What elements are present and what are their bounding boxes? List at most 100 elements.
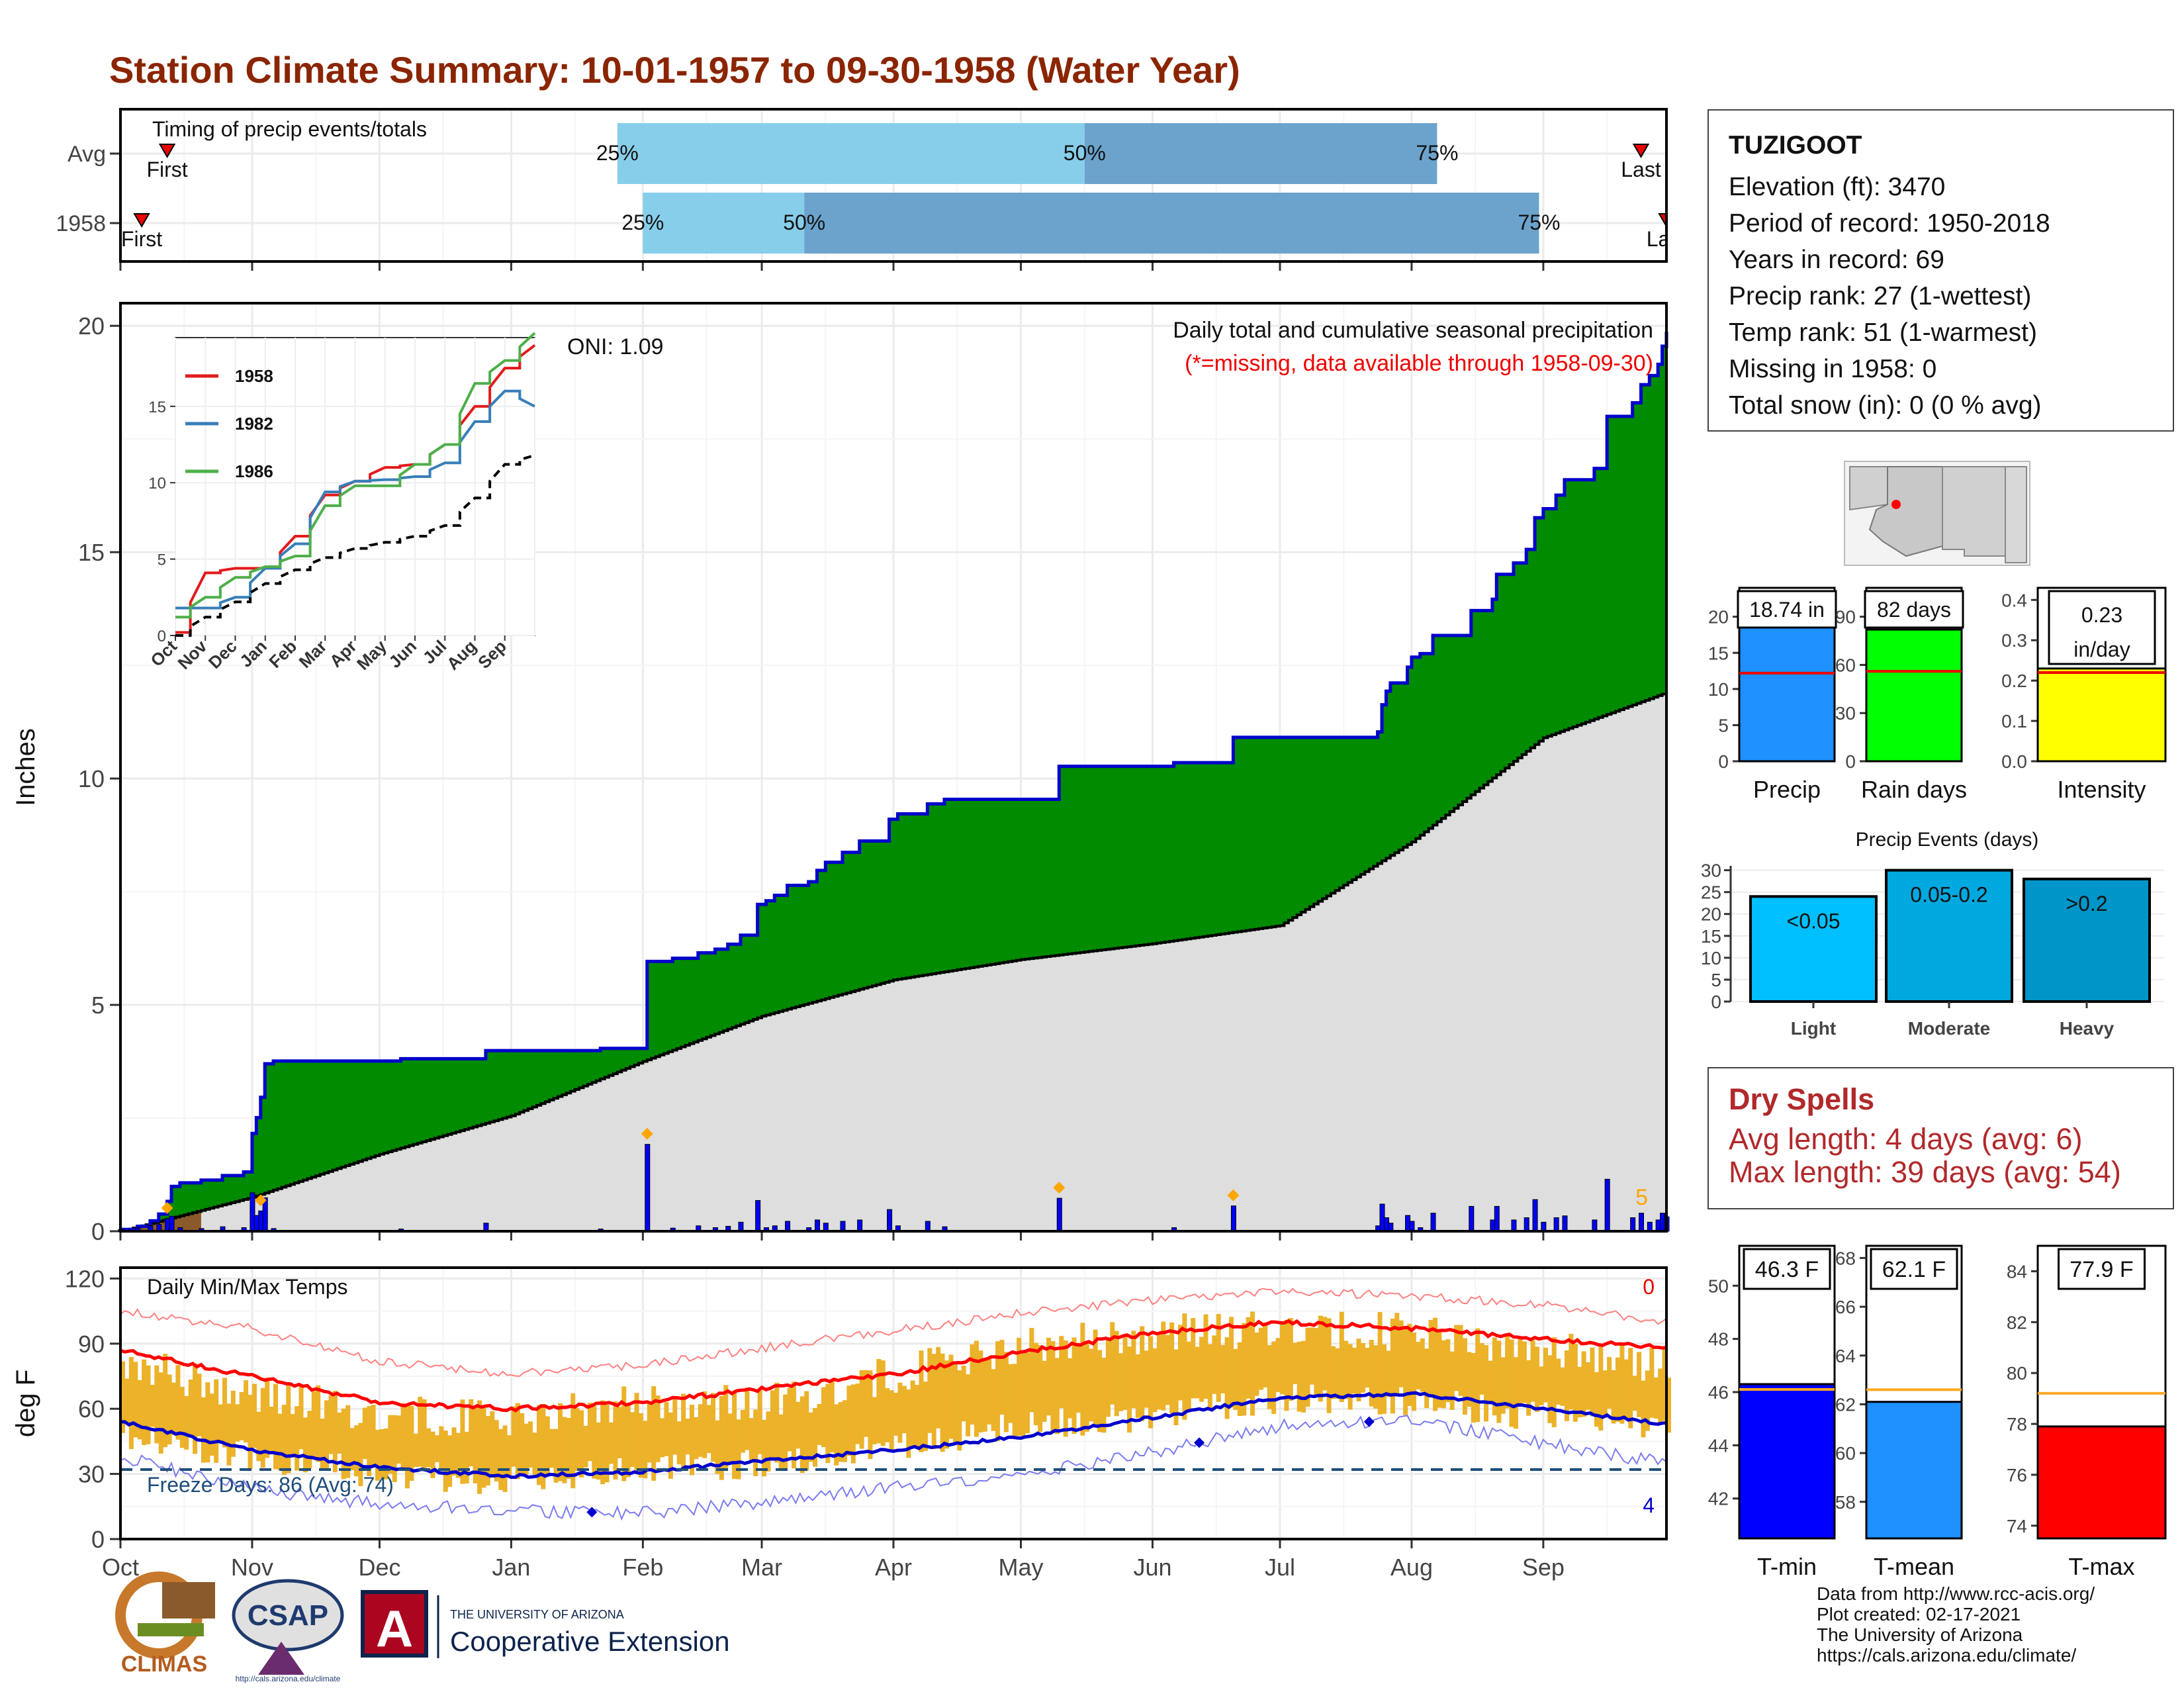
daily-temp-bar — [1301, 1340, 1306, 1413]
daily-temp-bar — [150, 1384, 155, 1427]
daily-temp-bar — [193, 1363, 198, 1454]
daily-temp-bar — [1008, 1364, 1013, 1423]
cumulative-precip-chart: 0 5 10 15 20 Inches Daily total and cumulative… — [11, 302, 1670, 1245]
daily-temp-bar — [443, 1430, 448, 1492]
daily-temp-bar — [562, 1417, 567, 1483]
daily-precip-bar — [1469, 1205, 1475, 1232]
daily-precip-bar — [1630, 1217, 1636, 1232]
daily-temp-bar — [719, 1395, 724, 1480]
daily-temp-bar — [1242, 1323, 1247, 1416]
daily-temp-bar — [655, 1395, 660, 1462]
daily-temp-bar — [923, 1382, 928, 1451]
daily-temp-bar — [133, 1362, 138, 1438]
first-event-label: First — [121, 227, 162, 251]
event-bar-label: <0.05 — [1787, 909, 1841, 933]
daily-temp-bar — [171, 1382, 177, 1436]
event-bar-label: 0.05-0.2 — [1910, 883, 1987, 907]
daily-temp-bar — [1131, 1331, 1136, 1409]
temp-y-label: deg F — [11, 1370, 40, 1437]
daily-temp-bar — [1165, 1335, 1170, 1405]
x-tick-label: Nov — [231, 1554, 273, 1581]
daily-temp-bar — [545, 1416, 550, 1477]
daily-temp-bar — [1649, 1348, 1655, 1418]
timing-row-label: 1958 — [56, 211, 106, 236]
daily-temp-bar — [1059, 1336, 1064, 1409]
event-category-label: Heavy — [2060, 1018, 2115, 1039]
daily-temp-bar — [1390, 1318, 1395, 1414]
value-label: 18.74 in — [1749, 598, 1825, 622]
daily-precip-bar — [1430, 1213, 1436, 1232]
daily-temp-bar — [1293, 1342, 1298, 1384]
daily-temp-bar — [1564, 1350, 1569, 1421]
daily-temp-bar — [1135, 1354, 1140, 1418]
x-tick-label: Jun — [1133, 1554, 1171, 1581]
value-label: 46.3 F — [1755, 1257, 1819, 1282]
daily-temp-bar — [332, 1391, 338, 1473]
y-tick-label: 5 — [91, 992, 105, 1019]
daily-temp-bar — [825, 1383, 831, 1464]
daily-precip-bar — [1524, 1217, 1529, 1232]
daily-precip-bar — [738, 1221, 744, 1232]
daily-temp-bar — [1228, 1317, 1234, 1408]
daily-temp-bar — [430, 1431, 435, 1478]
daily-temp-bar — [587, 1402, 592, 1462]
daily-temp-bar — [676, 1421, 682, 1465]
daily-temp-bar — [1411, 1332, 1416, 1411]
daily-temp-bar — [1356, 1338, 1361, 1402]
freeze-days-label: Freeze Days: 86 (Avg: 74) — [147, 1473, 394, 1497]
daily-temp-bar — [698, 1404, 703, 1457]
footer-url: https://cals.arizona.edu/climate/ — [1817, 1645, 2077, 1665]
daily-precip-bar — [1409, 1221, 1415, 1232]
daily-temp-bar — [1352, 1347, 1357, 1394]
timing-pct-label: 50% — [1064, 141, 1106, 165]
value-bar — [1738, 624, 1836, 763]
daily-temp-bar — [1021, 1351, 1026, 1438]
daily-temp-bar — [1326, 1318, 1332, 1413]
daily-temp-bar — [1449, 1351, 1455, 1410]
daily-temp-bar — [188, 1380, 193, 1435]
daily-temp-bar — [1097, 1350, 1103, 1432]
y-tick-label: 15 — [1701, 926, 1721, 947]
daily-temp-bar — [1373, 1345, 1379, 1409]
daily-temp-bar — [1347, 1344, 1353, 1410]
daily-temp-bar — [273, 1383, 279, 1470]
daily-temp-bar — [277, 1413, 283, 1471]
daily-temp-bar — [1284, 1319, 1289, 1411]
daily-temp-bar — [808, 1412, 813, 1462]
daily-temp-bar — [175, 1365, 181, 1440]
daily-temp-bar — [1666, 1378, 1671, 1433]
daily-temp-bar — [1017, 1337, 1022, 1436]
daily-temp-bar — [1398, 1320, 1404, 1387]
value-label-box — [2058, 1248, 2146, 1290]
daily-temp-bar — [1246, 1317, 1251, 1399]
intensity-chart: 0.0 0.1 0.2 0.3 0.4 Intensity 0.23 in/day — [2001, 586, 2167, 803]
y-tick-label: 20 — [1701, 904, 1721, 925]
daily-temp-bar — [817, 1403, 822, 1445]
daily-precip-bar — [840, 1221, 846, 1232]
ua-logo-a-block — [361, 1590, 428, 1658]
x-tick-label: Apr — [875, 1554, 912, 1581]
y-tick-label: 15 — [1708, 643, 1729, 663]
daily-temp-bar — [829, 1381, 835, 1452]
footer-data-source: Data from http://www.rcc-acis.org/ — [1817, 1583, 2095, 1604]
climas-logo-text: CLIMAS — [121, 1652, 207, 1677]
daily-temp-bar — [897, 1382, 903, 1443]
daily-temp-bar — [1572, 1343, 1578, 1422]
daily-temp-bar — [1050, 1341, 1056, 1433]
daily-temp-bar — [1263, 1323, 1268, 1387]
y-tick-label: 58 — [1835, 1492, 1856, 1513]
daily-temp-bar — [320, 1419, 325, 1470]
daily-temp-bar — [235, 1404, 240, 1442]
daily-temp-bar — [142, 1359, 147, 1445]
avg-low-line — [120, 1391, 1667, 1479]
daily-precip-bar — [1541, 1221, 1547, 1232]
daily-temp-bar — [727, 1413, 733, 1462]
daily-temp-bar — [1556, 1358, 1561, 1405]
station-precip-rank: Precip rank: 27 (1-wettest) — [1729, 282, 2032, 310]
daily-temp-bar — [1632, 1376, 1637, 1411]
footer-university: The University of Arizona — [1817, 1624, 2023, 1645]
daily-temp-bar — [1623, 1359, 1629, 1419]
daily-temp-bar — [265, 1378, 270, 1458]
daily-temp-bar — [1458, 1325, 1463, 1396]
daily-precip-bar — [785, 1221, 791, 1232]
